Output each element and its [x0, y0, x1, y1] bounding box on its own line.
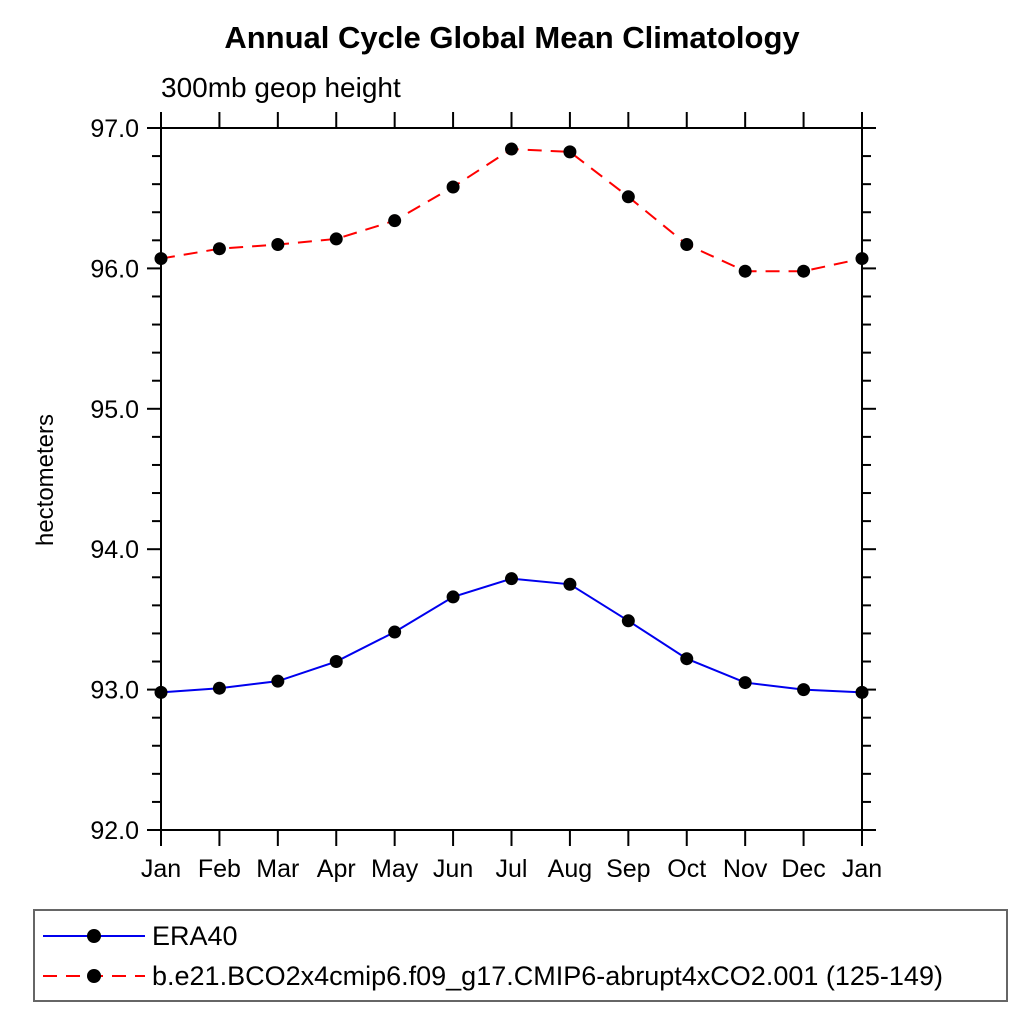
svg-text:Dec: Dec — [781, 855, 825, 883]
svg-text:Apr: Apr — [317, 855, 356, 883]
legend-item-abrupt4xco2: b.e21.BCO2x4cmip6.f09_g17.CMIP6-abrupt4x… — [38, 956, 943, 996]
svg-text:Feb: Feb — [198, 855, 241, 883]
legend-item-era40: ERA40 — [38, 916, 238, 956]
svg-text:Mar: Mar — [256, 855, 299, 883]
svg-text:96.0: 96.0 — [90, 255, 139, 283]
svg-text:92.0: 92.0 — [90, 817, 139, 845]
svg-text:Jan: Jan — [141, 855, 181, 883]
svg-text:97.0: 97.0 — [90, 115, 139, 143]
svg-text:Jan: Jan — [842, 855, 882, 883]
svg-text:Oct: Oct — [667, 855, 706, 883]
legend-line-marker-icon — [43, 969, 145, 983]
svg-text:93.0: 93.0 — [90, 677, 139, 705]
svg-text:May: May — [371, 855, 419, 883]
legend: ERA40 b.e21.BCO2x4cmip6.f09_g17.CMIP6-ab… — [33, 909, 1008, 1002]
svg-text:95.0: 95.0 — [90, 396, 139, 424]
svg-text:Nov: Nov — [723, 855, 768, 883]
svg-text:Sep: Sep — [606, 855, 650, 883]
chart-subtitle: 300mb geop height — [161, 72, 401, 103]
svg-text:94.0: 94.0 — [90, 536, 139, 564]
chart-title: Annual Cycle Global Mean Climatology — [224, 20, 800, 55]
y-axis-title: hectometers — [32, 413, 59, 547]
legend-label: ERA40 — [152, 920, 238, 951]
svg-text:Jun: Jun — [433, 855, 473, 883]
svg-text:Jul: Jul — [496, 855, 528, 883]
legend-label: b.e21.BCO2x4cmip6.f09_g17.CMIP6-abrupt4x… — [152, 960, 943, 991]
legend-line-marker-icon — [43, 929, 145, 943]
svg-text:Aug: Aug — [548, 855, 592, 883]
